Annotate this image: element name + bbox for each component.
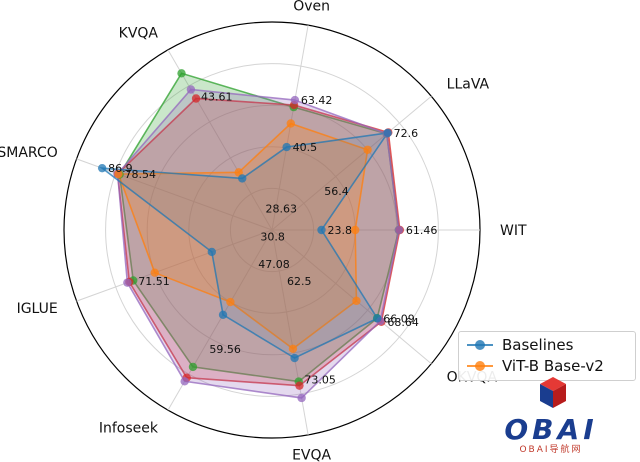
series-polygon-0: [99, 131, 390, 359]
series-3-point-4: [295, 381, 304, 390]
spoke-6: [76, 229, 273, 302]
value-label-8: 73.05: [304, 374, 336, 387]
value-label-2: 72.6: [394, 127, 419, 140]
series-1-point-4: [288, 344, 298, 354]
cube-logo-icon: [540, 377, 566, 408]
legend-label-vit-b-base-v2: ViT-B Base-v2: [502, 357, 604, 375]
series-1-point-0: [286, 119, 295, 128]
value-label-14: 86.9: [108, 162, 133, 175]
axis-label-7: MSMARCO: [0, 145, 58, 161]
series-2-point-8: [177, 69, 186, 78]
series-1-point-3: [352, 296, 361, 306]
axis-label-1: LLaVA: [447, 76, 490, 92]
axis-label-5: Infoseek: [99, 420, 159, 436]
spoke-7: [76, 158, 273, 231]
series-polygon-4: [116, 88, 400, 399]
series-0-point-8: [238, 174, 247, 183]
series-0-point-0: [282, 142, 291, 152]
series-4-point-2: [394, 225, 404, 235]
series-polygon-3: [116, 97, 401, 387]
series-polygons: [99, 72, 401, 399]
legend-item-baselines: Baselines: [467, 336, 573, 354]
value-label-17: 43.61: [201, 91, 233, 104]
spoke-3: [271, 229, 432, 365]
series-0-point-2: [317, 225, 326, 235]
value-label-12: 30.8: [260, 230, 285, 243]
series-1-point-7: [114, 169, 123, 179]
value-label-3: 56.4: [324, 185, 349, 198]
value-label-5: 23.8: [328, 224, 353, 237]
series-4-point-0: [290, 95, 300, 105]
value-label-6: 68.64: [387, 316, 419, 329]
value-label-13: 71.51: [138, 275, 170, 288]
series-1-point-5: [226, 297, 235, 307]
value-label-4: 61.46: [406, 224, 438, 237]
spoke-1: [271, 95, 432, 231]
series-1-point-8: [234, 168, 243, 177]
watermark-sub-text: OBAI导航网: [519, 445, 583, 455]
legend-marker-vit-b-base-v2: [467, 359, 493, 373]
value-label-9: 62.5: [287, 275, 312, 288]
legend-label-baselines: Baselines: [502, 336, 574, 354]
series-1-point-1: [363, 145, 372, 154]
axis-label-4: EVQA: [292, 448, 331, 462]
series-0-point-1: [383, 128, 392, 138]
legend-marker-baselines: [467, 338, 493, 352]
series-0-point-3: [373, 314, 382, 323]
axis-label-6: IGLUE: [17, 301, 58, 317]
axis-label-2: WIT: [500, 223, 527, 239]
series-0-point-5: [218, 310, 228, 320]
series-0-point-6: [207, 247, 216, 257]
value-label-11: 47.08: [258, 258, 290, 271]
axis-label-0: Oven: [293, 0, 330, 14]
series-markers: [97, 69, 405, 403]
series-2-point-5: [188, 362, 198, 372]
series-1-point-6: [150, 268, 159, 277]
value-label-1: 40.5: [293, 141, 318, 154]
watermark-logo: OBAI OBAI导航网: [478, 376, 628, 456]
series-1-point-2: [351, 225, 360, 235]
legend-item-vit-b-base-v2: ViT-B Base-v2: [467, 357, 604, 375]
series-0-point-4: [290, 353, 299, 363]
series-4-point-8: [186, 85, 196, 94]
value-label-7: 66.09: [383, 312, 415, 325]
series-0-point-7: [97, 163, 107, 173]
legend: Baselines ViT-B Base-v2: [458, 331, 636, 381]
axis-label-8: KVQA: [119, 26, 159, 42]
watermark-logo-text: OBAI: [504, 413, 598, 446]
value-label-16: 28.63: [266, 202, 298, 215]
value-label-10: 59.56: [209, 343, 241, 356]
series-4-point-5: [180, 377, 189, 386]
value-label-0: 63.42: [301, 94, 333, 107]
series-4-point-6: [123, 278, 132, 287]
spoke-8: [167, 49, 273, 231]
series-4-point-4: [297, 393, 306, 403]
value-label-15: 78.54: [124, 168, 155, 181]
series-3-point-8: [191, 94, 201, 103]
